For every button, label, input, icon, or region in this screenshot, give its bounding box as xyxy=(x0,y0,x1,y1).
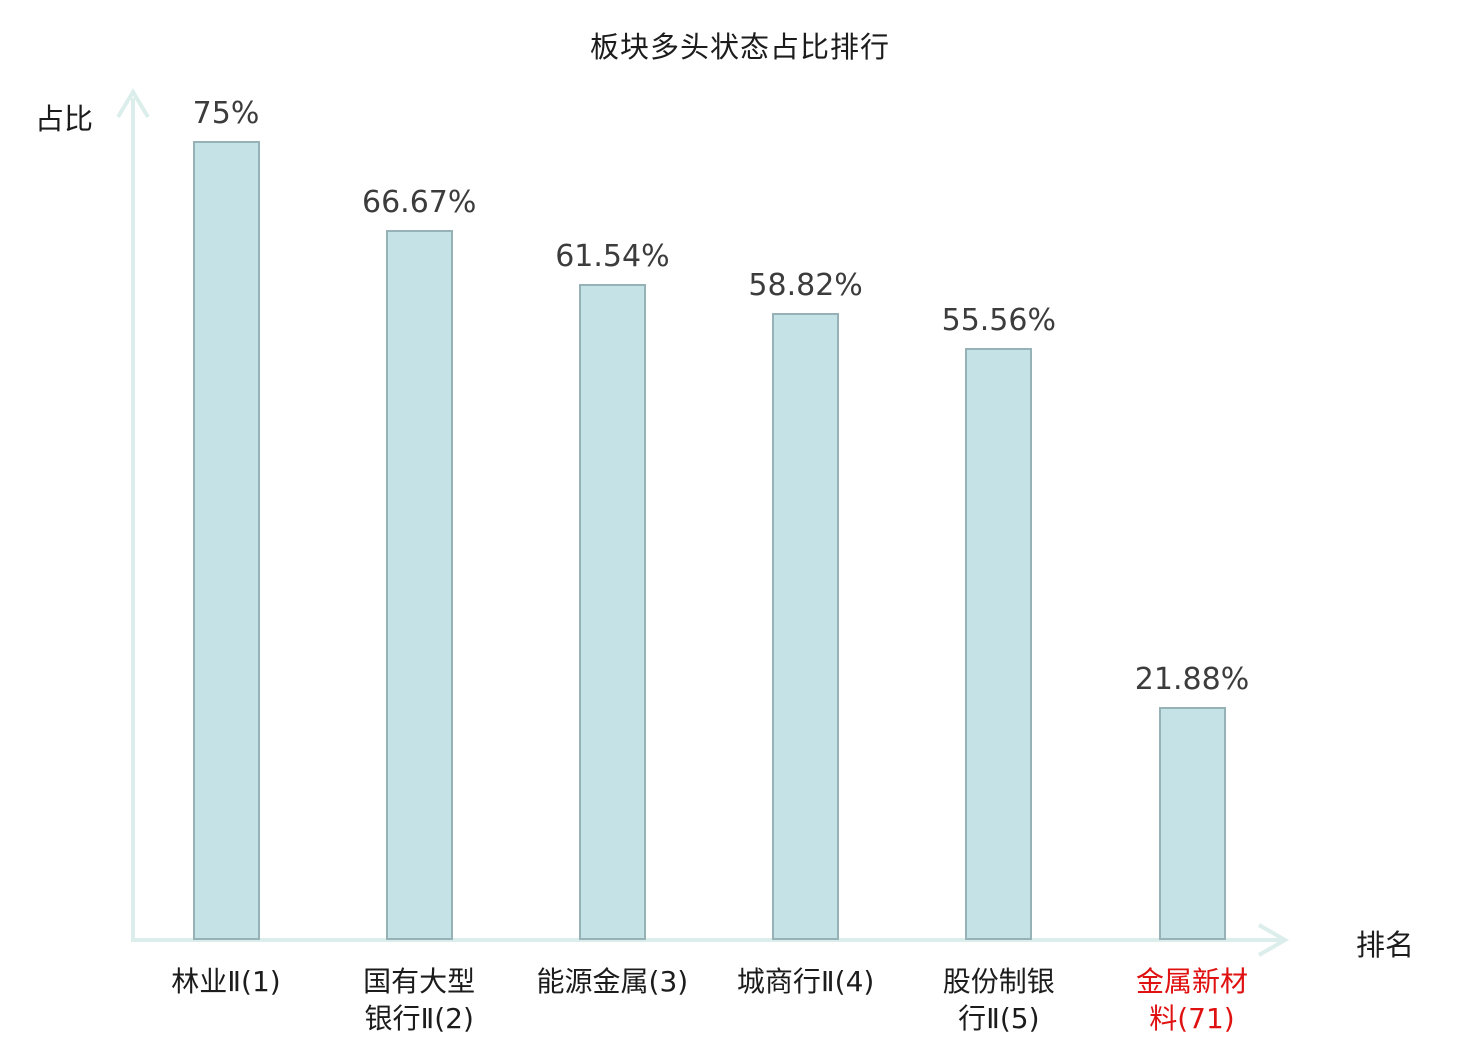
bar xyxy=(578,284,646,940)
chart-title: 板块多头状态占比排行 xyxy=(589,30,890,64)
bar-value-label: 61.54% xyxy=(555,239,670,275)
bar-value-label: 58.82% xyxy=(748,268,863,304)
y-axis-arrow-icon xyxy=(116,88,150,119)
bar xyxy=(772,313,840,940)
bar-category-label: 能源金属(3) xyxy=(536,965,689,998)
bar-category-label: 金属新材 料(71) xyxy=(1135,965,1248,1035)
bar-value-label: 21.88% xyxy=(1134,661,1250,697)
bar xyxy=(385,229,453,940)
bar xyxy=(192,141,260,940)
y-axis-label: 占比 xyxy=(35,102,94,136)
bar-category-label: 股份制银 行Ⅱ(5) xyxy=(942,965,1055,1035)
x-axis-arrow-icon xyxy=(1258,923,1290,957)
bar xyxy=(965,348,1033,940)
bar-category-label: 林业Ⅱ(1) xyxy=(171,965,281,998)
bar xyxy=(1158,706,1226,940)
bar-value-label: 55.56% xyxy=(941,303,1056,339)
bar-value-label: 75% xyxy=(192,96,260,131)
bar-value-label: 66.67% xyxy=(361,184,477,220)
bar-category-label: 城商行Ⅱ(4) xyxy=(736,965,875,998)
x-axis-label: 排名 xyxy=(1356,928,1415,962)
bar-category-label: 国有大型 银行Ⅱ(2) xyxy=(363,965,476,1035)
